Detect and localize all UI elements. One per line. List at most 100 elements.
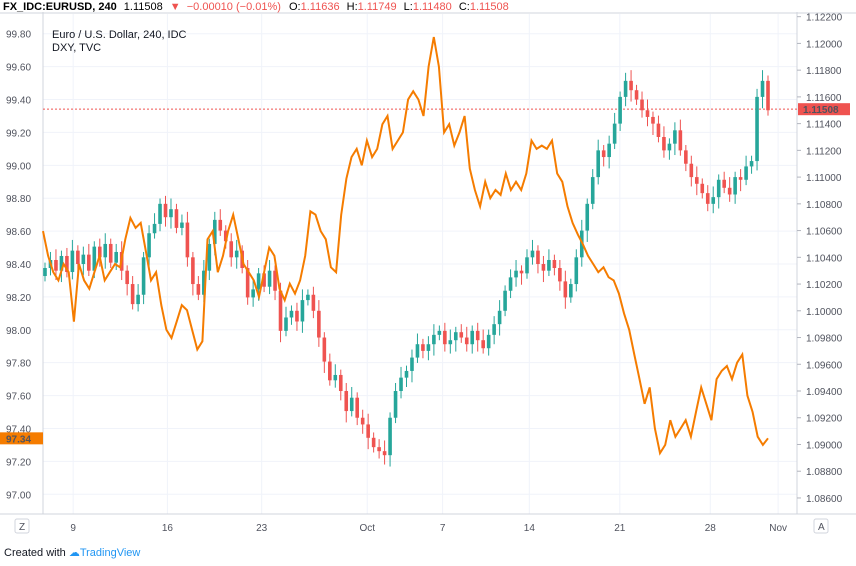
symbol-label: FX_IDC:EURUSD, 240	[3, 1, 117, 13]
left-tick-label: 97.80	[6, 359, 31, 370]
candle-body	[492, 324, 496, 335]
left-tick-label: 97.40	[6, 424, 31, 435]
legend-main-series: Euro / U.S. Dollar, 240, IDC	[52, 29, 187, 41]
auto-scale-right-button[interactable]: A	[813, 518, 829, 534]
candle-body	[388, 417, 392, 456]
candle-body	[295, 310, 299, 322]
candle-body	[344, 391, 349, 412]
left-tick-label: 99.00	[6, 161, 31, 172]
candle-body	[404, 370, 409, 378]
candle-body	[267, 270, 272, 287]
low-label: L:	[404, 1, 413, 13]
left-tick-label: 99.40	[6, 96, 31, 107]
candle-body	[70, 250, 75, 273]
candle-body	[629, 80, 633, 91]
candle-body	[618, 96, 622, 124]
time-tick-label: Nov	[769, 523, 787, 534]
high-value: 1.11749	[358, 1, 397, 13]
time-axis-ticks: 9 16 23 Oct 7 14 21 28 Nov	[70, 523, 787, 534]
grid-lines	[43, 14, 797, 514]
left-tick-label: 98.60	[6, 227, 31, 238]
candle-body	[76, 250, 80, 264]
candle-body	[475, 330, 480, 341]
candle-body	[338, 374, 343, 392]
tradingview-logo-icon[interactable]: ☁	[68, 547, 80, 559]
open-label: O:	[289, 1, 301, 13]
dxy-last-badge	[0, 432, 43, 445]
candle-body	[284, 317, 288, 331]
candle-body	[634, 90, 639, 100]
candle-body	[382, 451, 387, 456]
candle-body	[421, 344, 425, 351]
low-value: 1.11480	[413, 1, 452, 13]
legend-overlay-series: DXY, TVC	[52, 42, 101, 54]
candle-body	[87, 254, 91, 271]
left-tick-label: 98.40	[6, 260, 31, 271]
right-tick-label: 1.10000	[806, 307, 843, 318]
candle-body	[640, 99, 644, 111]
candle-body	[536, 250, 540, 264]
candle-body	[289, 310, 294, 318]
svg-text:A: A	[818, 522, 825, 533]
auto-scale-left-button[interactable]: Z	[14, 518, 30, 534]
candle-body	[744, 166, 748, 180]
candle-body	[590, 177, 595, 204]
candle-body	[563, 281, 568, 298]
close-label: C:	[459, 1, 470, 13]
tradingview-brand-link[interactable]: TradingView	[79, 547, 141, 559]
candle-body	[125, 270, 129, 285]
candle-body	[514, 270, 518, 278]
candle-body	[333, 374, 338, 381]
right-tick-label: 1.11400	[806, 120, 842, 131]
left-tick-label: 98.00	[6, 326, 31, 337]
right-tick-label: 1.10600	[806, 227, 843, 238]
dxy-series-line	[42, 36, 769, 456]
candle-body	[229, 241, 234, 258]
left-tick-label: 99.60	[6, 63, 31, 74]
left-tick-label: 99.20	[6, 128, 31, 139]
candle-body	[711, 197, 716, 204]
time-tick-label: 14	[524, 523, 536, 534]
left-tick-label: 97.00	[6, 490, 31, 501]
candle-body	[311, 294, 316, 311]
candle-body	[393, 391, 398, 418]
left-tick-label: 98.80	[6, 194, 31, 205]
eurusd-last-badge	[798, 103, 850, 116]
candle-body	[722, 179, 726, 188]
time-tick-label: 28	[705, 523, 717, 534]
right-tick-label: 1.09800	[806, 334, 843, 345]
candle-body	[185, 222, 190, 258]
left-tick-label: 97.60	[6, 392, 31, 403]
candle-body	[306, 294, 310, 301]
candle-body	[733, 177, 737, 195]
candle-body	[108, 243, 113, 263]
candle-body	[453, 332, 458, 341]
candle-body	[371, 437, 376, 448]
candle-body	[443, 330, 447, 345]
candle-body	[503, 290, 507, 311]
candle-body	[705, 193, 710, 204]
left-axis-ticks: 99.80 99.60 99.40 99.20 99.00 98.80 98.60 98.40…	[6, 30, 31, 502]
candle-body	[262, 273, 266, 287]
created-with-label: Created with	[4, 547, 66, 559]
candle-body	[519, 270, 524, 274]
left-tick-label: 99.80	[6, 30, 31, 41]
candle-body	[694, 177, 699, 184]
candle-body	[678, 130, 683, 151]
candle-body	[738, 177, 743, 180]
candle-body	[601, 150, 606, 158]
candle-body	[760, 80, 765, 97]
candle-body	[130, 284, 135, 305]
left-tick-label: 97.20	[6, 457, 31, 468]
right-tick-label: 1.11800	[806, 66, 842, 77]
svg-text:Z: Z	[19, 522, 25, 533]
candle-body	[569, 284, 573, 298]
candlestick-series	[43, 70, 770, 467]
candle-body	[114, 251, 119, 263]
candle-body	[547, 259, 551, 271]
right-tick-label: 1.10400	[806, 253, 843, 264]
right-tick-label: 1.12200	[806, 13, 843, 24]
candle-body	[158, 203, 162, 224]
candle-body	[662, 136, 666, 151]
